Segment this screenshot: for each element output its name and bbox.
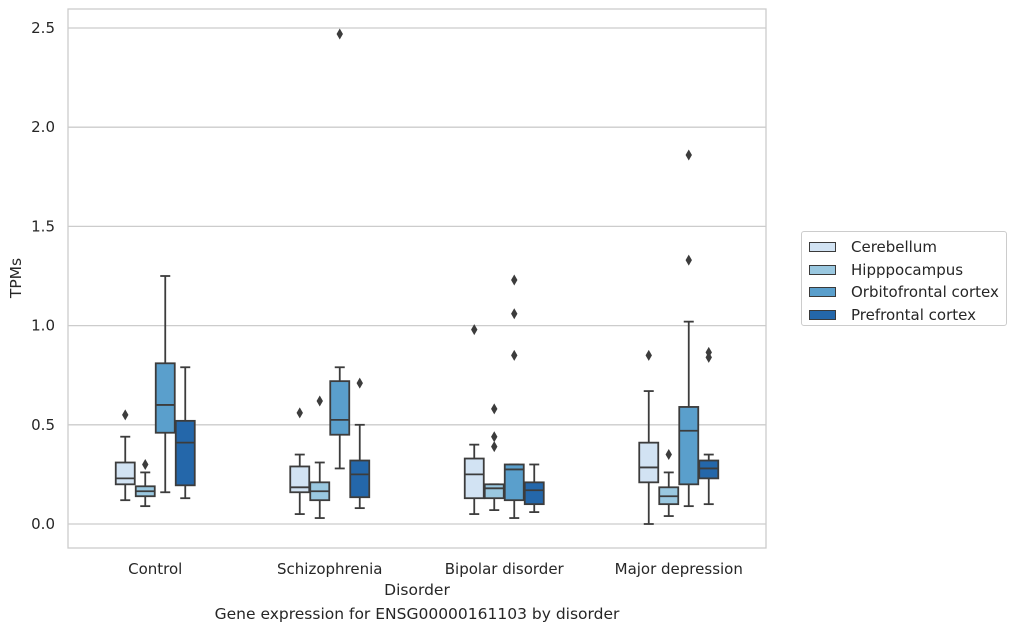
outlier-point (511, 349, 518, 361)
legend-label: Hipppocampus (851, 260, 964, 279)
outlier-point (645, 349, 652, 361)
box-prefrontal-cortex-schizophrenia (349, 377, 371, 510)
outlier-point (316, 395, 323, 407)
box-iqr (503, 463, 525, 502)
box-hipppocampus-bipolar-disorder (483, 403, 505, 512)
x-tick-label: Major depression (615, 560, 743, 578)
legend-item: Orbitofrontal cortex (809, 281, 1006, 304)
box-iqr (638, 441, 660, 484)
outlier-point (356, 377, 363, 389)
x-tick-label: Schizophrenia (277, 560, 382, 578)
outlier-point (685, 254, 692, 266)
y-tick-label: 0.0 (31, 515, 55, 533)
box-orbitofrontal-cortex-control (154, 275, 176, 494)
box-iqr (483, 483, 505, 500)
outlier-point (471, 324, 478, 336)
outlier-point (336, 28, 343, 40)
legend-swatch-hippocampus (809, 264, 836, 275)
box-iqr (698, 459, 720, 480)
y-axis-label: TPMs (7, 258, 25, 299)
box-plot-series (114, 28, 720, 525)
box-cerebellum-schizophrenia (289, 407, 311, 515)
box-cerebellum-major-depression (638, 349, 660, 525)
box-prefrontal-cortex-major-depression (698, 346, 720, 506)
outlier-point (491, 441, 498, 453)
box-cerebellum-control (114, 409, 136, 502)
outlier-point (296, 407, 303, 419)
box-orbitofrontal-cortex-schizophrenia (329, 28, 351, 470)
x-axis-label: Disorder (384, 581, 450, 599)
y-tick-label: 1.0 (31, 317, 55, 335)
box-iqr (154, 362, 176, 434)
legend-item: Prefrontal cortex (809, 304, 1006, 327)
legend-label: Orbitofrontal cortex (851, 283, 999, 302)
legend-item: Cerebellum (809, 236, 1006, 259)
x-tick-label: Bipolar disorder (445, 560, 565, 578)
outlier-point (142, 458, 149, 470)
y-tick-labels: 0.0 0.5 1.0 1.5 2.0 2.5 (31, 19, 55, 533)
outlier-point (511, 274, 518, 286)
box-iqr (523, 481, 545, 506)
y-tick-label: 2.5 (31, 19, 55, 37)
y-tick-label: 1.5 (31, 217, 55, 235)
box-iqr (329, 380, 351, 436)
outlier-point (665, 449, 672, 461)
box-hipppocampus-control (134, 458, 156, 508)
box-hipppocampus-schizophrenia (309, 395, 331, 519)
legend-swatch-prefrontal-cortex (809, 309, 836, 320)
y-tick-label: 2.0 (31, 118, 55, 136)
outlier-point (491, 403, 498, 415)
outlier-point (705, 346, 712, 358)
x-tick-labels: Control Schizophrenia Bipolar disorder Majo… (128, 560, 743, 578)
outlier-point (491, 431, 498, 443)
box-iqr (349, 459, 371, 499)
legend-swatch-orbitofrontal-cortex (809, 287, 836, 298)
box-iqr (678, 406, 700, 486)
y-tick-label: 0.5 (31, 416, 55, 434)
outlier-point (685, 149, 692, 161)
legend-swatch-cerebellum (809, 242, 836, 253)
outlier-point (511, 308, 518, 320)
box-orbitofrontal-cortex-bipolar-disorder (503, 274, 525, 519)
box-prefrontal-cortex-bipolar-disorder (523, 463, 545, 513)
chart-title: Gene expression for ENSG00000161103 by d… (214, 605, 620, 623)
box-iqr (463, 457, 485, 500)
x-tick-label: Control (128, 560, 182, 578)
legend: Cerebellum Hipppocampus Orbitofrontal co… (801, 231, 1007, 326)
plot-frame (67, 8, 767, 549)
outlier-point (122, 409, 129, 421)
box-orbitofrontal-cortex-major-depression (678, 149, 700, 508)
box-hipppocampus-major-depression (658, 449, 680, 517)
box-prefrontal-cortex-control (174, 366, 196, 500)
box-iqr (174, 419, 196, 487)
box-iqr (289, 465, 311, 494)
grid-lines (68, 27, 766, 525)
legend-label: Prefrontal cortex (851, 305, 976, 324)
legend-item: Hipppocampus (809, 259, 1006, 282)
box-cerebellum-bipolar-disorder (463, 324, 485, 515)
legend-label: Cerebellum (851, 238, 937, 257)
box-iqr (114, 461, 136, 486)
